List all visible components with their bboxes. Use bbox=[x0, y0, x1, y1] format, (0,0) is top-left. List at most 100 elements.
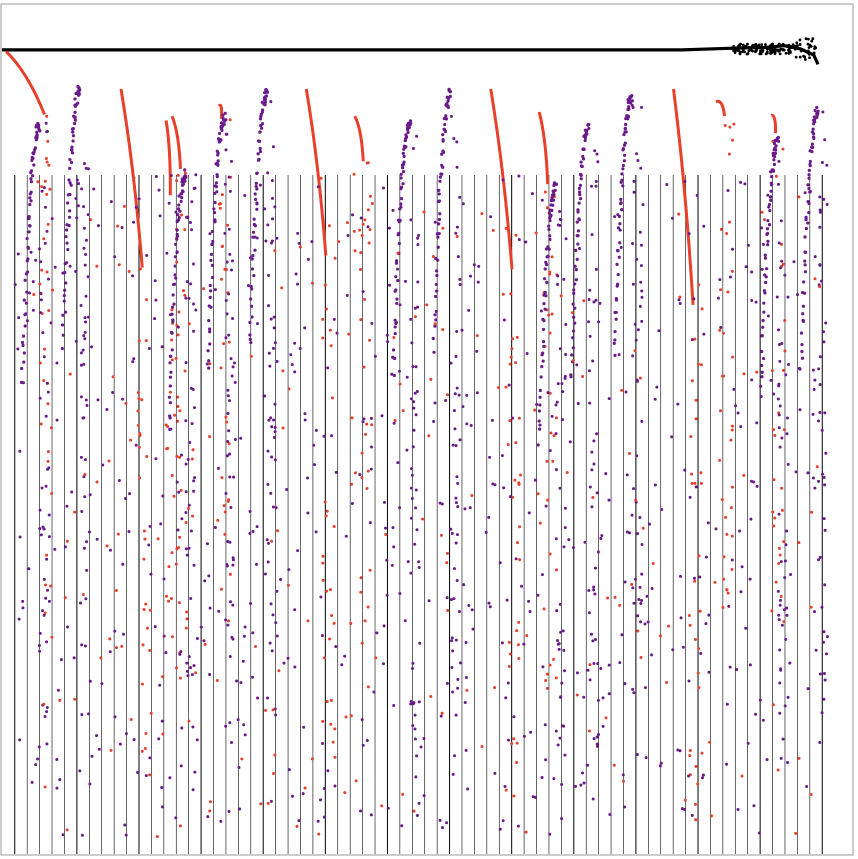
scatter-point bbox=[736, 808, 740, 812]
recovery-point bbox=[562, 545, 566, 549]
scatter-point bbox=[506, 738, 510, 742]
decay-point bbox=[45, 192, 49, 196]
recovery-point bbox=[272, 326, 276, 330]
scatter-point bbox=[382, 500, 386, 504]
recovery-point bbox=[776, 397, 780, 401]
scatter-point bbox=[194, 173, 198, 177]
scatter-point bbox=[599, 536, 603, 540]
scatter-point bbox=[731, 355, 735, 359]
scatter-point bbox=[16, 347, 20, 351]
recovery-point bbox=[45, 130, 49, 134]
scatter-point bbox=[464, 748, 468, 752]
scatter-point bbox=[504, 696, 508, 700]
recovery-point bbox=[593, 566, 597, 570]
scatter-point bbox=[95, 537, 99, 541]
decay-point bbox=[136, 423, 140, 427]
recovery-point bbox=[779, 219, 783, 223]
recovery-point bbox=[804, 227, 808, 231]
scatter-point bbox=[606, 596, 610, 600]
recovery-point bbox=[563, 526, 567, 530]
recovery-point bbox=[227, 333, 231, 337]
recovery-point bbox=[223, 231, 227, 235]
scatter-point bbox=[83, 644, 87, 648]
scatter-point bbox=[47, 599, 51, 603]
decay-point bbox=[217, 202, 221, 206]
scatter-point bbox=[581, 771, 585, 775]
baseline-point bbox=[777, 42, 781, 46]
scatter-point bbox=[639, 243, 643, 247]
scatter-point bbox=[238, 807, 242, 811]
decay-point bbox=[49, 584, 53, 588]
recovery-point bbox=[190, 673, 194, 677]
recovery-point bbox=[436, 258, 440, 262]
recovery-point bbox=[39, 533, 43, 537]
recovery-point bbox=[564, 237, 568, 241]
scatter-point bbox=[55, 361, 59, 365]
scatter-point bbox=[319, 595, 323, 599]
decay-point bbox=[783, 349, 787, 353]
scatter-point bbox=[417, 233, 421, 237]
decay-point bbox=[696, 671, 700, 675]
decay-point bbox=[180, 213, 184, 217]
recovery-point bbox=[822, 340, 826, 344]
decay-point bbox=[507, 640, 511, 644]
scatter-point bbox=[88, 782, 92, 786]
decay-point bbox=[518, 473, 522, 477]
recovery-point bbox=[83, 458, 87, 462]
baseline-point bbox=[754, 42, 758, 46]
scatter-point bbox=[144, 774, 148, 778]
scatter-point bbox=[350, 502, 354, 506]
decay-point bbox=[333, 256, 337, 260]
recovery-point bbox=[31, 174, 35, 178]
scatter-point bbox=[312, 443, 316, 447]
recovery-point bbox=[401, 169, 406, 174]
scatter-point bbox=[343, 791, 347, 795]
scatter-point bbox=[319, 798, 323, 802]
scatter-point bbox=[465, 422, 469, 426]
decay-point bbox=[142, 607, 146, 611]
scatter-point bbox=[118, 742, 122, 746]
decay-point bbox=[324, 307, 328, 311]
scatter-point bbox=[396, 251, 400, 255]
decay-point bbox=[218, 206, 222, 210]
scatter-point bbox=[641, 203, 645, 207]
decay-point bbox=[693, 579, 697, 583]
decay-point bbox=[172, 494, 176, 498]
scatter-point bbox=[543, 723, 547, 727]
recovery-point bbox=[272, 315, 276, 319]
decay-point bbox=[728, 220, 732, 224]
scatter-point bbox=[31, 280, 35, 284]
scatter-point bbox=[811, 368, 815, 372]
scatter-point bbox=[625, 473, 629, 477]
recovery-point bbox=[571, 329, 576, 333]
recovery-point bbox=[210, 275, 215, 280]
baseline-point bbox=[804, 37, 808, 41]
scatter-point bbox=[687, 679, 691, 683]
recovery-point bbox=[593, 149, 597, 153]
scatter-point bbox=[433, 322, 437, 326]
scatter-point bbox=[783, 704, 787, 708]
decay-point bbox=[176, 333, 180, 337]
scatter-point bbox=[264, 239, 268, 243]
scatter-point bbox=[727, 604, 731, 608]
scatter-point bbox=[445, 821, 449, 825]
recovery-point bbox=[784, 543, 788, 547]
recovery-point bbox=[558, 209, 562, 213]
scatter-point bbox=[227, 442, 231, 446]
decay-point bbox=[729, 506, 733, 510]
recovery-point bbox=[249, 340, 253, 345]
recovery-point bbox=[207, 304, 211, 308]
recovery-point bbox=[767, 202, 772, 207]
scatter-point bbox=[333, 727, 337, 731]
scatter-point bbox=[167, 201, 171, 205]
recovery-point bbox=[435, 273, 439, 278]
recovery-point bbox=[786, 760, 790, 764]
scatter-point bbox=[463, 507, 467, 511]
scatter-point bbox=[755, 484, 759, 488]
scatter-point bbox=[575, 363, 579, 367]
recovery-point bbox=[216, 151, 220, 155]
scatter-point bbox=[271, 708, 275, 712]
recovery-point bbox=[171, 293, 175, 297]
scatter-point bbox=[303, 412, 307, 416]
recovery-point bbox=[80, 643, 84, 647]
